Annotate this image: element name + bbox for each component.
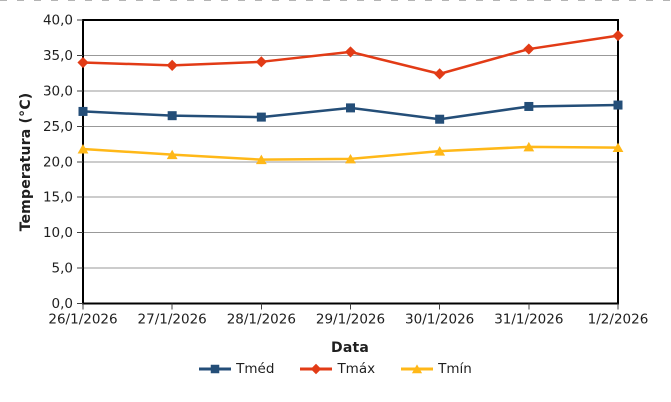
legend-triangle-icon xyxy=(412,364,423,374)
legend-swatch xyxy=(199,364,232,374)
triangle-marker-tmin xyxy=(77,144,89,154)
legend-item-tmed: Tméd xyxy=(199,361,274,377)
x-tick-label: 1/2/2026 xyxy=(588,312,649,328)
legend-swatch xyxy=(300,363,333,375)
x-tick-label: 26/1/2026 xyxy=(48,312,117,328)
diamond-marker-tmax xyxy=(434,68,446,80)
square-marker-tmed xyxy=(435,114,445,124)
square-marker-tmed xyxy=(613,100,623,110)
square-marker-tmed xyxy=(346,103,355,113)
legend-label: Tméd xyxy=(236,361,275,377)
y-tick-label: 40,0 xyxy=(43,13,73,29)
y-tick-label: 15,0 xyxy=(43,190,73,206)
triangle-marker-tmin xyxy=(612,142,624,153)
diamond-marker-tmax xyxy=(344,46,357,58)
triangle-marker-tmin xyxy=(523,141,535,152)
x-tick-label: 29/1/2026 xyxy=(316,312,385,328)
square-marker-tmed xyxy=(256,112,266,122)
diamond-marker-tmax xyxy=(77,56,89,69)
x-axis-title: Data xyxy=(330,340,370,356)
y-tick-label: 20,0 xyxy=(43,154,73,170)
legend-item-tmin: Tmín xyxy=(401,361,472,377)
y-tick-label: 35,0 xyxy=(43,48,73,64)
legend-square-icon xyxy=(210,364,220,374)
x-tick-label: 30/1/2026 xyxy=(405,312,474,328)
y-tick-label: 0,0 xyxy=(52,296,73,312)
triangle-marker-tmin xyxy=(255,154,267,165)
legend-swatch xyxy=(401,364,434,374)
triangle-marker-tmin xyxy=(166,149,178,160)
diamond-marker-tmax xyxy=(255,56,267,68)
diamond-marker-tmax xyxy=(523,43,535,55)
legend-item-tmax: Tmáx xyxy=(300,361,375,377)
x-tick-label: 31/1/2026 xyxy=(494,312,563,328)
legend-diamond-icon xyxy=(311,363,322,375)
square-marker-tmed xyxy=(78,106,88,116)
legend-label: Tmín xyxy=(438,361,472,377)
diamond-marker-tmax xyxy=(166,59,178,71)
legend-label: Tmáx xyxy=(337,361,376,377)
x-tick-label: 28/1/2026 xyxy=(227,312,296,328)
y-tick-label: 25,0 xyxy=(43,119,73,135)
triangle-marker-tmin xyxy=(434,146,446,156)
square-marker-tmed xyxy=(524,101,534,111)
page-break-dashed-line xyxy=(0,0,671,1)
x-tick-label: 27/1/2026 xyxy=(138,312,207,328)
square-marker-tmed xyxy=(167,111,177,121)
y-tick-label: 30,0 xyxy=(43,83,73,99)
legend: Tméd Tmáx Tmín xyxy=(0,361,671,377)
triangle-marker-tmin xyxy=(345,153,356,164)
y-tick-label: 5,0 xyxy=(52,261,73,277)
y-tick-label: 10,0 xyxy=(43,225,73,241)
diamond-marker-tmax xyxy=(612,30,624,42)
y-axis-title: Temperatura (°C) xyxy=(18,92,34,232)
